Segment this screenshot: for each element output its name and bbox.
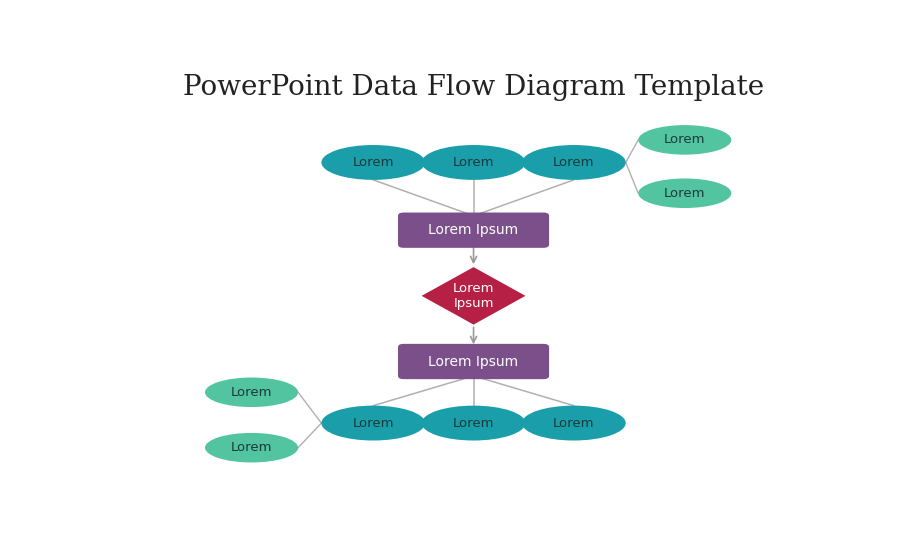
Ellipse shape [322, 406, 425, 440]
Ellipse shape [421, 145, 526, 180]
Text: Lorem: Lorem [664, 187, 706, 200]
Ellipse shape [322, 145, 425, 180]
Ellipse shape [421, 406, 526, 440]
Text: Lorem: Lorem [664, 133, 706, 147]
Text: Lorem: Lorem [231, 386, 273, 399]
Ellipse shape [638, 179, 732, 208]
Text: Lorem Ipsum: Lorem Ipsum [429, 223, 518, 237]
Ellipse shape [205, 433, 298, 463]
Text: Lorem: Lorem [553, 156, 594, 169]
Text: Lorem: Lorem [553, 417, 594, 430]
Text: Lorem: Lorem [453, 156, 494, 169]
Text: Lorem: Lorem [231, 441, 273, 454]
Ellipse shape [522, 145, 626, 180]
Text: Lorem: Lorem [453, 417, 494, 430]
Ellipse shape [522, 406, 626, 440]
Text: Lorem: Lorem [353, 156, 394, 169]
Text: Lorem: Lorem [353, 417, 394, 430]
FancyBboxPatch shape [398, 344, 549, 379]
Text: Lorem
Ipsum: Lorem Ipsum [453, 282, 494, 310]
Polygon shape [421, 267, 526, 325]
Ellipse shape [205, 377, 298, 407]
Text: Lorem Ipsum: Lorem Ipsum [429, 354, 518, 368]
Ellipse shape [638, 125, 732, 155]
FancyBboxPatch shape [398, 213, 549, 248]
Text: PowerPoint Data Flow Diagram Template: PowerPoint Data Flow Diagram Template [183, 74, 764, 101]
